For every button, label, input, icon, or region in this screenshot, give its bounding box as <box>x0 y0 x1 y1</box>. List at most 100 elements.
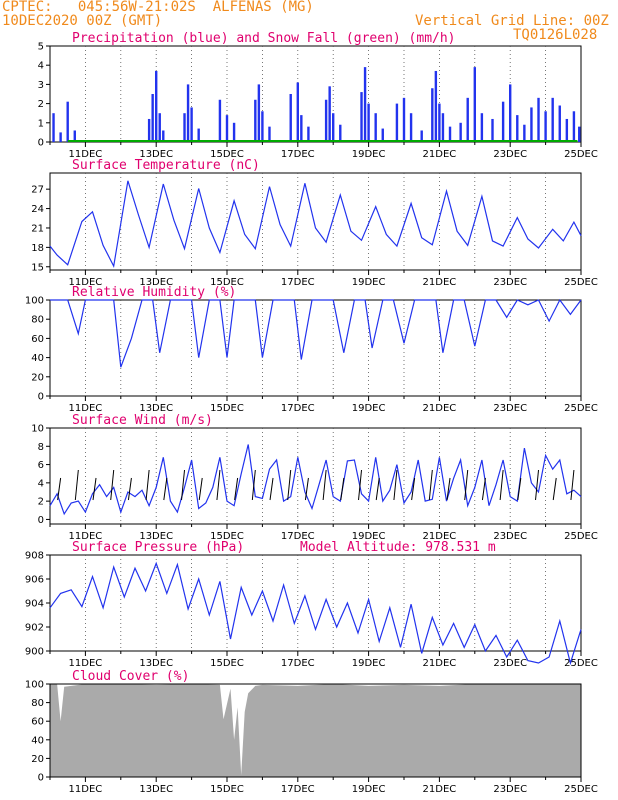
x-tick-label: 19DEC <box>352 658 386 669</box>
x-tick-label: 17DEC <box>281 784 315 795</box>
precip-bar <box>296 82 299 142</box>
wind-arrow <box>499 469 504 501</box>
precip-bar <box>551 97 554 142</box>
x-tick-label: 23DEC <box>493 784 527 795</box>
x-tick-label: 19DEC <box>352 403 386 414</box>
y-tick-label: 4 <box>38 61 44 72</box>
precip-bar <box>232 122 236 142</box>
y-tick-label: 904 <box>25 599 44 610</box>
precip-bar <box>558 105 561 142</box>
precip-bar <box>409 113 413 142</box>
x-tick-label: 17DEC <box>281 658 315 669</box>
panel-frame <box>49 427 582 525</box>
x-tick-label: 13DEC <box>139 784 173 795</box>
precip-bar <box>578 126 581 142</box>
y-tick-label: 60 <box>31 334 44 345</box>
panel-title: Surface Temperature (nC) <box>72 158 260 173</box>
grid-note: Vertical Grid Line: 00Z <box>415 13 609 29</box>
wind-arrow <box>234 477 239 501</box>
wind-arrow <box>198 477 203 501</box>
y-tick-label: 60 <box>31 717 44 728</box>
precip-bar <box>197 128 200 142</box>
x-tick-label: 21DEC <box>423 784 457 795</box>
header-line-1: CPTEC: 045:56W-21:02S ALFENAS (MG) <box>2 0 314 15</box>
precip-bar <box>339 124 342 142</box>
y-tick-label: 0 <box>38 773 44 784</box>
x-tick-label: 25DEC <box>564 784 598 795</box>
precip-bar <box>402 97 406 142</box>
wind-arrow <box>464 469 469 501</box>
x-tick-label: 13DEC <box>139 531 173 542</box>
y-tick-label: 100 <box>25 296 44 307</box>
precip-bar <box>367 103 370 142</box>
series-line <box>49 180 582 268</box>
precip-bar <box>438 103 441 142</box>
series-line <box>49 444 582 516</box>
y-tick-label: 40 <box>31 353 44 364</box>
precip-bar <box>448 126 452 142</box>
y-tick-label: 18 <box>31 243 44 254</box>
precip-bar <box>420 130 423 142</box>
wind-arrow <box>92 477 97 501</box>
y-tick-label: 0 <box>38 515 44 526</box>
y-tick-label: 2 <box>38 497 44 508</box>
y-tick-label: 906 <box>25 575 44 586</box>
x-tick-label: 21DEC <box>423 149 457 160</box>
panel-frame <box>49 554 582 652</box>
x-tick-label: 13DEC <box>139 277 173 288</box>
series-line <box>50 298 582 368</box>
x-tick-label: 17DEC <box>281 149 315 160</box>
precip-bar <box>363 67 367 142</box>
x-tick-label: 11DEC <box>69 149 103 160</box>
x-tick-label: 25DEC <box>564 531 598 542</box>
wind-arrow <box>74 469 79 501</box>
y-tick-label: 5 <box>38 42 44 53</box>
precip-bar <box>381 128 384 142</box>
precip-bar <box>516 115 519 142</box>
y-tick-label: 8 <box>38 442 44 453</box>
precip-bar <box>332 113 335 142</box>
precip-bar <box>300 115 303 142</box>
panel-title: Relative Humidity (%) <box>72 285 236 300</box>
precip-bar <box>158 113 161 142</box>
series-line <box>49 561 582 666</box>
x-tick-label: 23DEC <box>493 403 527 414</box>
y-tick-label: 0 <box>38 138 44 149</box>
precip-bar <box>441 113 445 142</box>
panel-frame <box>49 299 582 397</box>
x-tick-label: 17DEC <box>281 403 315 414</box>
precip-bar <box>491 118 494 142</box>
wind-arrow <box>570 469 575 501</box>
wind-arrow <box>535 469 540 501</box>
y-tick-label: 0 <box>38 392 44 403</box>
x-tick-label: 25DEC <box>564 403 598 414</box>
wind-arrow <box>322 469 327 501</box>
panel-frame <box>49 45 582 143</box>
x-tick-label: 15DEC <box>210 658 244 669</box>
x-tick-label: 23DEC <box>493 149 527 160</box>
precip-bar <box>162 130 165 142</box>
precip-bar <box>537 97 540 142</box>
x-tick-label: 11DEC <box>69 531 103 542</box>
y-tick-label: 80 <box>31 315 44 326</box>
wind-arrow <box>411 477 416 501</box>
y-tick-label: 908 <box>25 551 44 562</box>
header-line-2: 10DEC2020 00Z (GMT) <box>2 13 163 29</box>
x-tick-label: 11DEC <box>69 784 103 795</box>
y-tick-label: 40 <box>31 735 44 746</box>
precip-bar <box>360 92 363 142</box>
precip-bar <box>218 99 222 142</box>
wind-arrow <box>446 477 451 501</box>
y-tick-label: 15 <box>31 262 44 273</box>
x-tick-label: 15DEC <box>210 403 244 414</box>
precip-bar <box>324 99 328 142</box>
x-tick-label: 15DEC <box>210 784 244 795</box>
precip-bar <box>509 84 512 142</box>
precip-bar <box>225 115 229 142</box>
y-tick-label: 21 <box>31 223 44 234</box>
precip-bar <box>254 99 257 142</box>
precip-bar <box>572 111 576 142</box>
y-tick-label: 2 <box>38 99 44 110</box>
x-tick-label: 23DEC <box>493 531 527 542</box>
wind-arrow <box>340 477 345 501</box>
